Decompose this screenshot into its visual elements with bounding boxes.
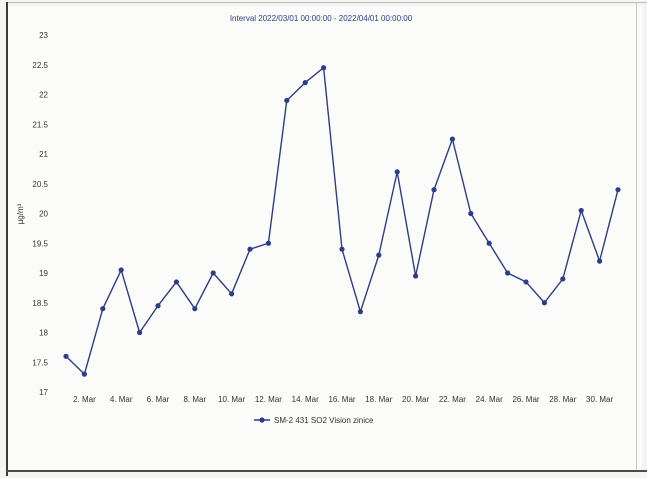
- data-point[interactable]: [431, 187, 437, 193]
- x-tick-label: 22. Mar: [439, 395, 466, 404]
- chart-title: Interval 2022/03/01 00:00:00 - 2022/04/0…: [230, 14, 413, 23]
- y-tick-label: 19: [39, 269, 48, 278]
- data-point[interactable]: [302, 80, 308, 86]
- legend-label: SM-2 431 SO2 Vision zinice: [274, 416, 374, 425]
- x-tick-label: 28. Mar: [549, 395, 576, 404]
- data-point[interactable]: [339, 246, 345, 252]
- x-tick-label: 4. Mar: [110, 395, 133, 404]
- chart-sheet: [6, 6, 642, 472]
- x-tick-label: 12. Mar: [255, 395, 282, 404]
- y-tick-label: 22: [39, 91, 48, 100]
- y-tick-label: 17.5: [32, 358, 48, 367]
- data-point[interactable]: [505, 270, 511, 276]
- frame-left-edge: [6, 2, 8, 476]
- data-point[interactable]: [376, 252, 382, 258]
- frame-right-edge: [636, 2, 637, 472]
- data-point[interactable]: [560, 276, 566, 282]
- data-point[interactable]: [394, 169, 400, 175]
- data-point[interactable]: [100, 306, 106, 312]
- data-point[interactable]: [155, 303, 161, 309]
- data-point[interactable]: [192, 306, 198, 312]
- y-tick-label: 17: [39, 388, 48, 397]
- x-tick-label: 18. Mar: [365, 395, 392, 404]
- legend[interactable]: SM-2 431 SO2 Vision zinice: [254, 416, 374, 425]
- y-tick-label: 23: [39, 31, 48, 40]
- data-point[interactable]: [247, 246, 253, 252]
- data-point[interactable]: [321, 65, 327, 71]
- x-tick-label: 8. Mar: [183, 395, 206, 404]
- x-tick-label: 6. Mar: [147, 395, 170, 404]
- data-point[interactable]: [284, 97, 290, 104]
- data-point[interactable]: [449, 136, 455, 142]
- data-point[interactable]: [81, 371, 87, 377]
- y-tick-label: 21: [39, 150, 48, 159]
- series-line: [65, 67, 619, 375]
- x-axis-ticks: 2. Mar 4. Mar 6. Mar 8. Mar 10. Mar 12. Mar 14…: [73, 395, 613, 404]
- data-point[interactable]: [541, 300, 548, 306]
- y-tick-label: 20.5: [32, 180, 48, 189]
- data-point[interactable]: [229, 291, 235, 297]
- data-point[interactable]: [523, 279, 529, 285]
- x-tick-label: 24. Mar: [476, 395, 503, 404]
- legend-marker-swatch: [259, 417, 265, 423]
- x-tick-label: 2. Mar: [73, 395, 96, 404]
- data-point[interactable]: [597, 258, 603, 264]
- x-tick-label: 10. Mar: [218, 395, 245, 404]
- data-point[interactable]: [137, 329, 143, 336]
- x-tick-label: 16. Mar: [328, 395, 355, 404]
- data-point[interactable]: [578, 207, 584, 214]
- frame-top-edge: [6, 2, 647, 3]
- data-point[interactable]: [118, 267, 124, 273]
- data-point[interactable]: [486, 240, 492, 246]
- data-point[interactable]: [63, 353, 69, 359]
- data-point[interactable]: [265, 240, 271, 246]
- data-point[interactable]: [173, 279, 179, 285]
- frame-bottom-edge: [6, 470, 647, 472]
- y-axis-ticks: 17 17.5 18 18.5 19 19.5 20 20.5 21 21.5 22 22.5 23: [32, 31, 48, 397]
- x-tick-label: 14. Mar: [292, 395, 319, 404]
- x-tick-label: 20. Mar: [402, 395, 429, 404]
- x-tick-label: 26. Mar: [512, 395, 539, 404]
- y-tick-label: 18.5: [32, 299, 48, 308]
- y-tick-label: 21.5: [32, 120, 48, 129]
- data-point[interactable]: [413, 273, 419, 279]
- data-point[interactable]: [468, 210, 474, 217]
- series-layer: [63, 65, 621, 377]
- y-tick-label: 19.5: [32, 239, 48, 248]
- y-tick-label: 18: [39, 329, 48, 338]
- data-point[interactable]: [357, 309, 363, 315]
- x-tick-label: 30. Mar: [586, 395, 613, 404]
- y-tick-label: 20: [39, 210, 48, 219]
- data-point[interactable]: [615, 187, 621, 193]
- data-point[interactable]: [210, 270, 216, 276]
- y-tick-label: 22.5: [32, 61, 48, 70]
- y-axis-label: μg/m³: [16, 203, 25, 224]
